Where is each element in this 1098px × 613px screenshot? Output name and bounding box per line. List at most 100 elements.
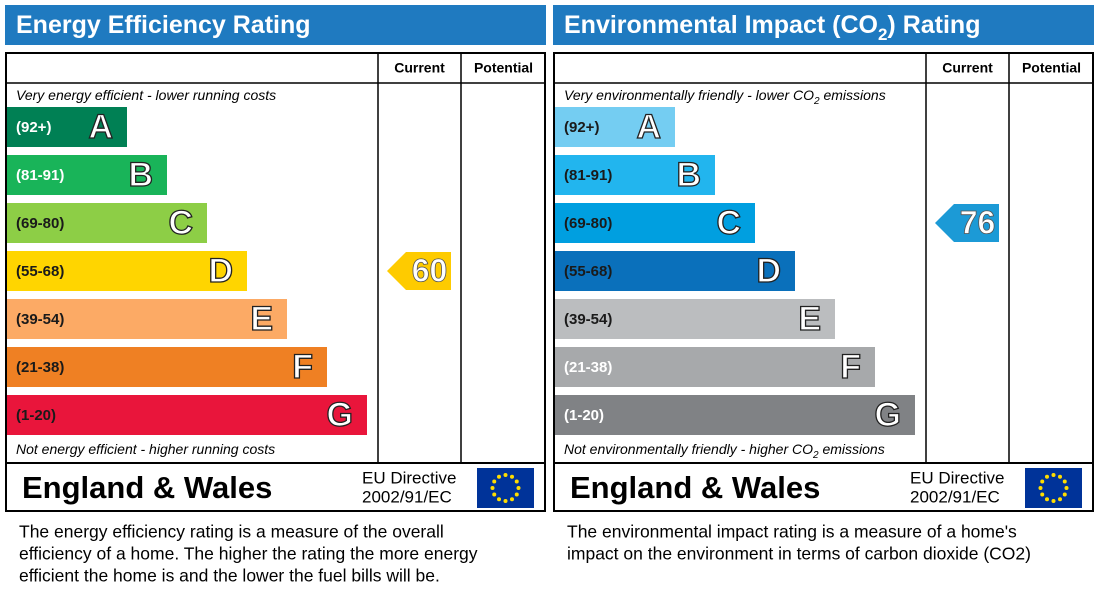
panel-title: Energy Efficiency Rating <box>16 11 311 39</box>
band-range: (1-20) <box>16 407 56 424</box>
description: The energy efficiency rating is a measur… <box>19 522 444 542</box>
rating-band <box>7 203 207 243</box>
band-letter: C <box>168 204 193 242</box>
current-rating-arrow <box>387 252 451 290</box>
description: impact on the environment in terms of ca… <box>567 544 1031 564</box>
eu-star <box>503 499 508 503</box>
eu-star <box>1051 499 1056 503</box>
eu-star <box>1040 479 1045 484</box>
eu-star <box>516 486 521 490</box>
band-letter: A <box>88 108 113 146</box>
column-header: Potential <box>1022 60 1081 76</box>
eu-star <box>1058 497 1062 502</box>
eu-star <box>1040 492 1045 497</box>
band-letter: E <box>798 300 821 338</box>
eu-star <box>497 474 501 479</box>
column-header: Current <box>942 60 993 76</box>
top-note-part: emissions <box>820 87 886 103</box>
rating-band <box>555 107 675 147</box>
region: England & Wales <box>570 470 820 505</box>
eu-star <box>490 486 495 490</box>
rating-band <box>555 299 835 339</box>
bottom-note: Not environmentally friendly - higher CO… <box>564 441 885 461</box>
band-letter: C <box>716 204 741 242</box>
bottom-note-part: Not environmentally friendly - higher CO <box>564 441 813 457</box>
eu-star <box>1064 486 1069 490</box>
top-note: Very environmentally friendly - lower CO… <box>564 87 886 107</box>
current-rating-arrow <box>935 204 999 242</box>
directive: 2002/91/EC <box>910 487 1000 506</box>
rating-band <box>7 107 127 147</box>
rating-band <box>555 395 915 435</box>
eu-star <box>503 473 508 477</box>
eu-star <box>1038 486 1043 490</box>
panel-title: Environmental Impact (CO2) Rating <box>564 11 980 44</box>
rating-band <box>7 299 287 339</box>
title-bar <box>553 5 1094 45</box>
current-rating-value: 60 <box>412 252 448 288</box>
bottom-note-part: emissions <box>819 441 885 457</box>
band-range: (1-20) <box>564 407 604 424</box>
band-range: (39-54) <box>16 311 64 328</box>
description: efficient the home is and the lower the … <box>19 566 440 586</box>
eu-star <box>497 497 501 502</box>
rating-band <box>555 347 875 387</box>
panel-title-part: 2 <box>878 25 887 44</box>
directive: 2002/91/EC <box>362 487 452 506</box>
band-range: (55-68) <box>564 263 612 280</box>
band-letter: G <box>327 396 353 434</box>
current-rating-value: 76 <box>960 204 996 240</box>
rating-band <box>555 203 755 243</box>
band-range: (69-80) <box>16 215 64 232</box>
eu-star <box>514 479 519 484</box>
description: The environmental impact rating is a mea… <box>567 522 1017 542</box>
band-letter: B <box>128 156 153 194</box>
top-note-part: Very environmentally friendly - lower CO <box>564 87 814 103</box>
panel-title-part: Environmental Impact (CO <box>564 11 878 39</box>
eu-star <box>514 492 519 497</box>
panel-title-part: ) Rating <box>887 11 980 39</box>
directive: EU Directive <box>910 468 1004 487</box>
rating-band <box>7 347 327 387</box>
band-letter: D <box>208 252 233 290</box>
band-letter: D <box>756 252 781 290</box>
description: efficiency of a home. The higher the rat… <box>19 544 478 564</box>
eu-star <box>1051 473 1056 477</box>
band-letter: G <box>875 396 901 434</box>
band-range: (69-80) <box>564 215 612 232</box>
band-range: (21-38) <box>16 359 64 376</box>
column-header: Current <box>394 60 445 76</box>
top-note: Very energy efficient - lower running co… <box>16 87 276 103</box>
bottom-note-part: Not energy efficient - higher running co… <box>16 441 275 457</box>
top-note-part: Very energy efficient - lower running co… <box>16 87 276 103</box>
panel-title-part: Energy Efficiency Rating <box>16 11 311 39</box>
directive: EU Directive <box>362 468 456 487</box>
eu-star <box>510 497 514 502</box>
bottom-note: Not energy efficient - higher running co… <box>16 441 275 457</box>
eu-star <box>1062 479 1067 484</box>
eu-star <box>1062 492 1067 497</box>
band-range: (55-68) <box>16 263 64 280</box>
band-range: (92+) <box>16 119 51 136</box>
rating-band <box>7 395 367 435</box>
title-bar <box>5 5 546 45</box>
eu-star <box>510 474 514 479</box>
column-header: Potential <box>474 60 533 76</box>
eu-star <box>1045 497 1049 502</box>
rating-band <box>555 155 715 195</box>
eu-star <box>492 479 497 484</box>
rating-band <box>555 251 795 291</box>
eu-star <box>1045 474 1049 479</box>
region: England & Wales <box>22 470 272 505</box>
band-letter: E <box>250 300 273 338</box>
band-range: (92+) <box>564 119 599 136</box>
table-frame <box>5 52 546 512</box>
band-range: (39-54) <box>564 311 612 328</box>
band-letter: B <box>676 156 701 194</box>
band-letter: A <box>636 108 661 146</box>
top-note-part: 2 <box>813 96 820 107</box>
rating-band <box>7 251 247 291</box>
band-letter: F <box>292 348 313 386</box>
bottom-note-part: 2 <box>812 450 819 461</box>
